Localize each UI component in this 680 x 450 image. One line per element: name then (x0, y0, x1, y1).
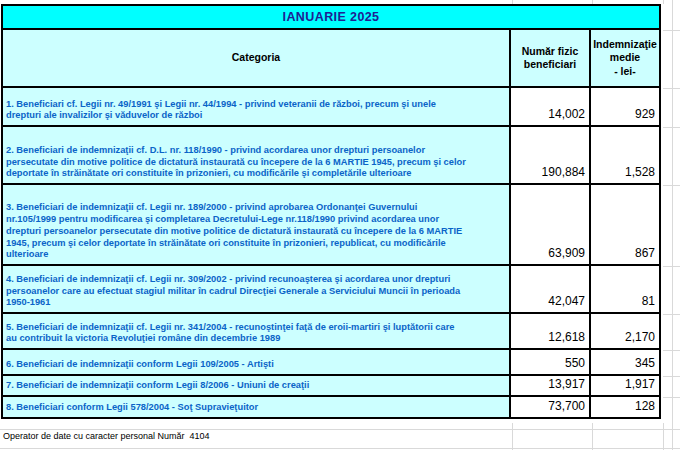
avg-cell: 128 (591, 397, 659, 417)
gridline-horizontal (663, 185, 680, 186)
avg-cell: 1,528 (591, 127, 659, 183)
gridline-horizontal (663, 314, 680, 315)
gridline-horizontal (663, 397, 680, 398)
table-row: 4. Beneficiari de indemnizaţii cf. Legii… (3, 266, 659, 314)
data-operator-note: Operator de date cu caracter personal Nu… (3, 431, 210, 441)
category-cell: 3. Beneficiari de indemnizaţii cf. Legii… (3, 185, 511, 264)
gridline-vertical (663, 0, 664, 4)
header-beneficiary-count: Număr fizic beneficiari (511, 30, 591, 86)
table-row: 3. Beneficiari de indemnizaţii cf. Legii… (3, 185, 659, 266)
table-row: 6. Beneficiari de indemnizaţii conform L… (3, 350, 659, 376)
avg-cell: 81 (591, 266, 659, 312)
avg-cell: 867 (591, 185, 659, 264)
gridline-horizontal (663, 127, 680, 128)
table-row: 7. Beneficiari de indemnizaţii conform L… (3, 376, 659, 397)
count-cell: 550 (511, 350, 591, 374)
category-cell: 6. Beneficiari de indemnizaţii conform L… (3, 350, 511, 374)
table-title: IANUARIE 2025 (3, 6, 659, 30)
count-cell: 13,917 (511, 376, 591, 395)
gridline-vertical (663, 423, 664, 450)
category-cell: 4. Beneficiari de indemnizaţii cf. Legii… (3, 266, 511, 312)
avg-cell: 345 (591, 350, 659, 374)
count-cell: 63,909 (511, 185, 591, 264)
gridline-horizontal (663, 350, 680, 351)
count-cell: 12,618 (511, 314, 591, 348)
avg-cell: 2,170 (591, 314, 659, 348)
category-cell: 5. Beneficiari de indemnizaţii cf. Legii… (3, 314, 511, 348)
gridline-horizontal (663, 30, 680, 31)
avg-cell: 929 (591, 88, 659, 125)
table-header-row: Categoria Număr fizic beneficiari Indemn… (3, 30, 659, 88)
count-cell: 190,884 (511, 127, 591, 183)
gridline-vertical (592, 423, 593, 450)
count-cell: 14,002 (511, 88, 591, 125)
benefits-table: IANUARIE 2025 Categoria Număr fizic bene… (1, 4, 661, 419)
table-row: 2. Beneficiari de indemnizaţii cf. D.L. … (3, 127, 659, 185)
header-category: Categoria (3, 30, 511, 86)
gridline-vertical (512, 423, 513, 450)
gridline-horizontal (0, 429, 680, 430)
category-cell: 7. Beneficiari de indemnizaţii conform L… (3, 376, 511, 395)
gridline-horizontal (663, 88, 680, 89)
spreadsheet-page: IANUARIE 2025 Categoria Număr fizic bene… (0, 0, 680, 450)
table-row: 8. Beneficiari conform Legii 578/2004 - … (3, 397, 659, 417)
gridline-vertical (672, 0, 673, 450)
avg-cell: 1,917 (591, 376, 659, 395)
count-cell: 42,047 (511, 266, 591, 312)
gridline-horizontal (663, 266, 680, 267)
gridline-horizontal (663, 376, 680, 377)
gridline-horizontal (0, 448, 680, 449)
count-cell: 73,700 (511, 397, 591, 417)
category-cell: 8. Beneficiari conform Legii 578/2004 - … (3, 397, 511, 417)
category-cell: 1. Beneficiari cf. Legii nr. 49/1991 şi … (3, 88, 511, 125)
table-row: 1. Beneficiari cf. Legii nr. 49/1991 şi … (3, 88, 659, 127)
category-cell: 2. Beneficiari de indemnizaţii cf. D.L. … (3, 127, 511, 183)
header-average-indemnity: Indemnizaţie medie - lei- (591, 30, 659, 86)
table-row: 5. Beneficiari de indemnizaţii cf. Legii… (3, 314, 659, 350)
